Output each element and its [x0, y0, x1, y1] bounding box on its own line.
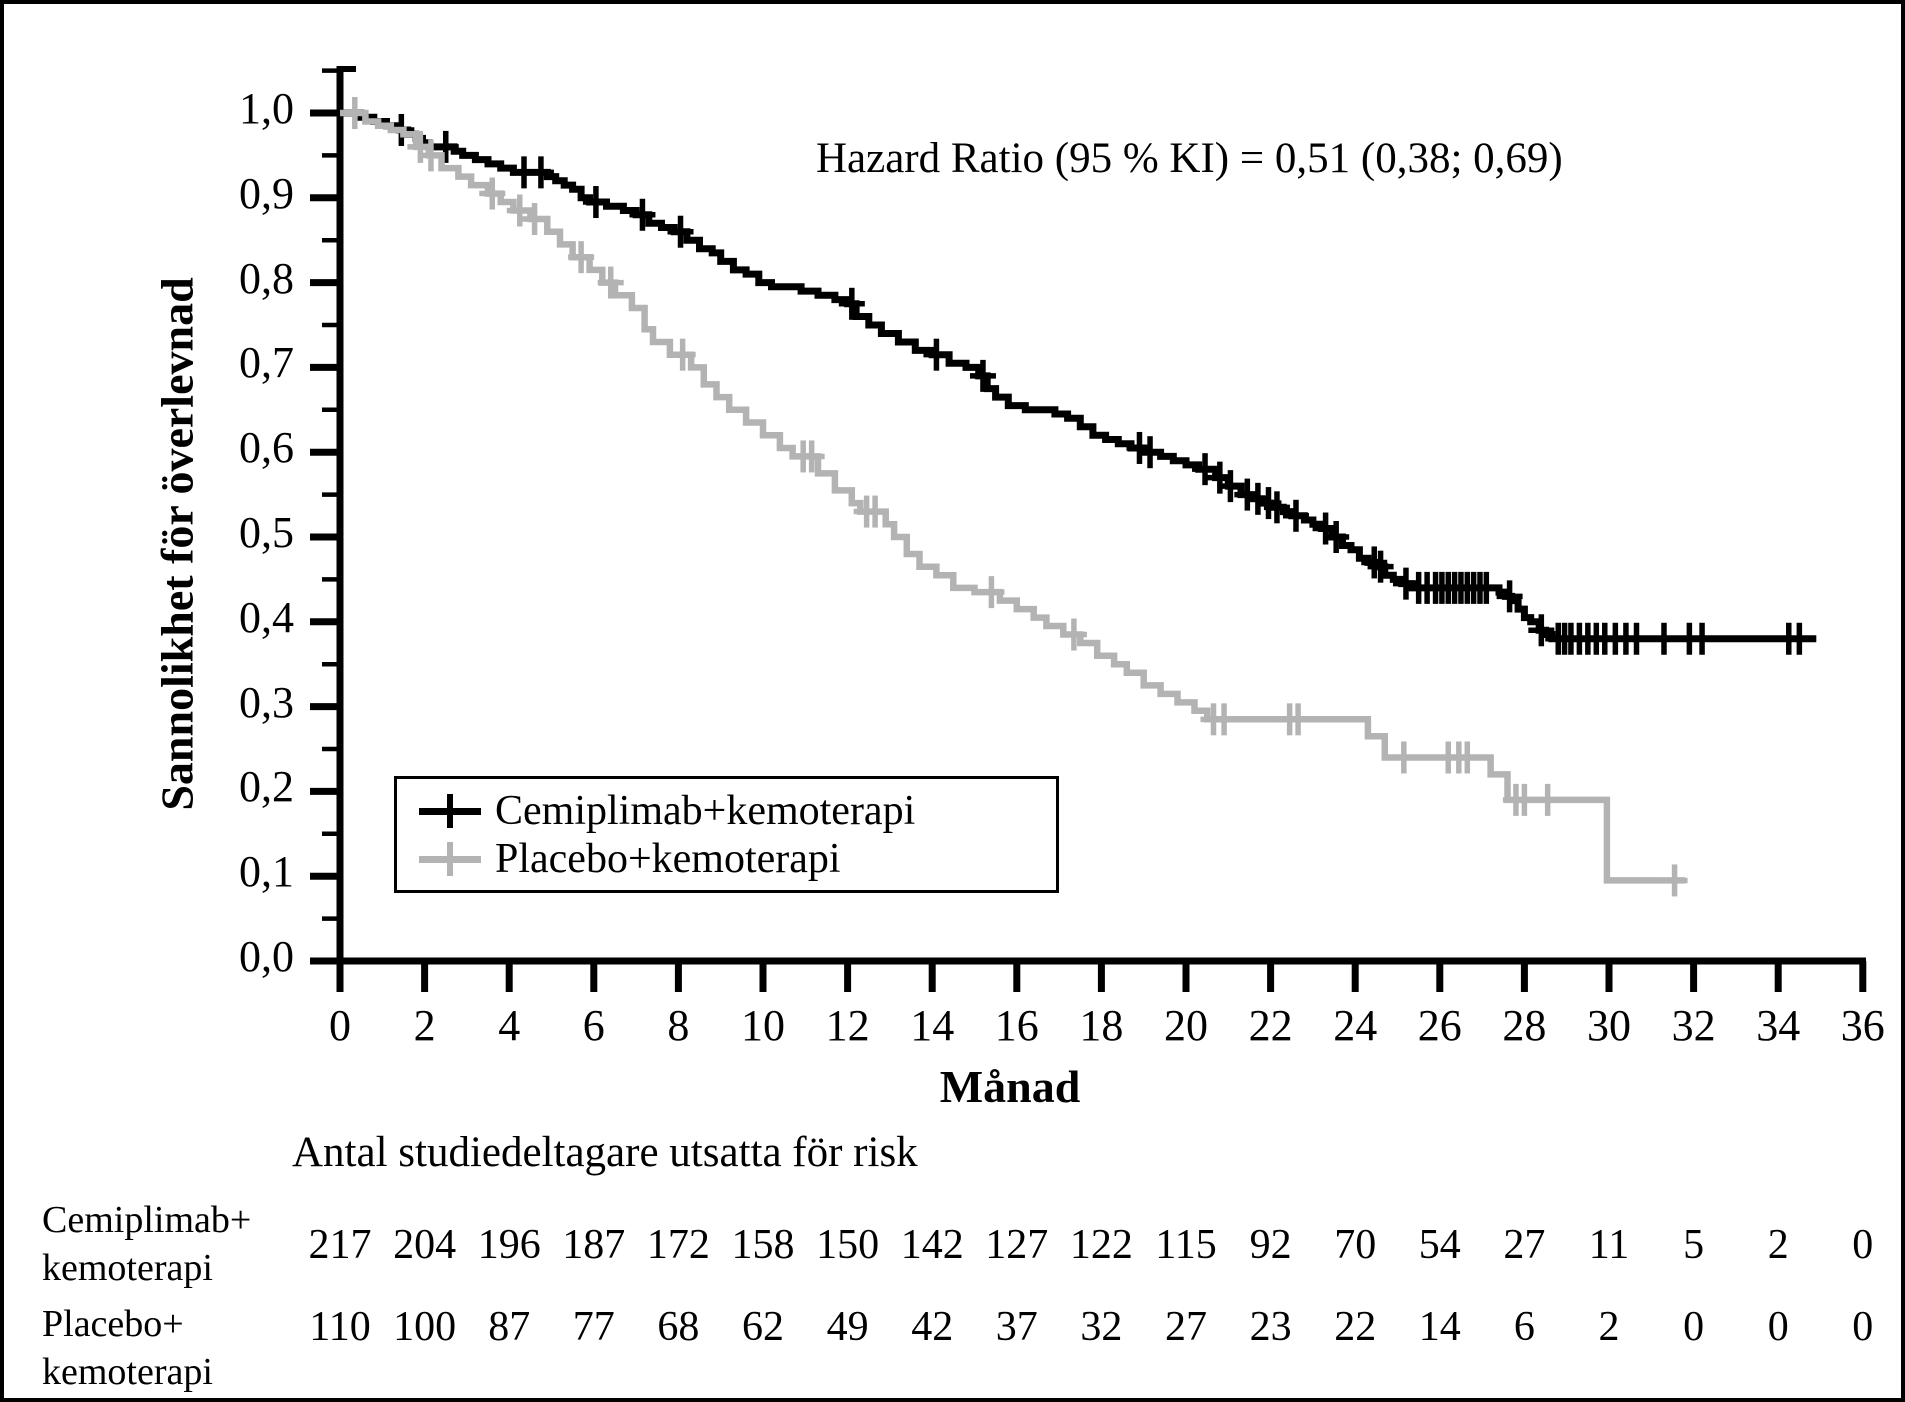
risk-count: 37 — [995, 1304, 1038, 1350]
risk-count: 196 — [477, 1222, 541, 1268]
x-axis-title: Månad — [939, 1061, 1081, 1112]
survival-curve-placebo — [340, 109, 1686, 884]
y-tick-label: 0,8 — [239, 253, 294, 303]
x-tick-label: 14 — [910, 1001, 955, 1050]
risk-count: 92 — [1249, 1222, 1292, 1268]
censored-line-marker-icon — [419, 839, 481, 879]
y-tick-label: 0,7 — [239, 338, 294, 388]
x-tick-label: 4 — [498, 1001, 521, 1050]
risk-count: 32 — [1080, 1304, 1123, 1350]
censored-line-marker-icon — [419, 791, 481, 831]
x-tick-label: 8 — [667, 1001, 690, 1050]
risk-count: 0 — [1852, 1222, 1874, 1268]
risk-table-header: Antal studiedeltagare utsatta för risk — [292, 1129, 918, 1176]
x-tick-label: 24 — [1333, 1001, 1378, 1050]
x-tick-label: 0 — [329, 1001, 351, 1050]
risk-count: 54 — [1418, 1222, 1461, 1268]
risk-count: 0 — [1683, 1304, 1705, 1350]
risk-count: 172 — [646, 1222, 710, 1268]
risk-count: 204 — [393, 1222, 457, 1268]
legend-item-cemiplimab: Cemiplimab+kemoterapi — [419, 788, 1056, 834]
risk-count: 70 — [1334, 1222, 1377, 1268]
x-tick-label: 34 — [1756, 1001, 1801, 1050]
risk-count: 0 — [1852, 1304, 1874, 1350]
survival-curve-cemiplimab — [340, 109, 1817, 643]
risk-count: 62 — [742, 1304, 784, 1350]
risk-count: 87 — [488, 1304, 531, 1350]
risk-count: 49 — [826, 1304, 869, 1350]
risk-count: 6 — [1513, 1304, 1535, 1350]
risk-count: 122 — [1069, 1222, 1133, 1268]
x-tick-label: 30 — [1587, 1001, 1631, 1050]
y-tick-label: 0,5 — [239, 508, 294, 557]
y-tick-label: 0,1 — [239, 847, 294, 897]
risk-count: 2 — [1767, 1222, 1789, 1268]
y-tick-label: 0,2 — [239, 762, 294, 812]
x-tick-label: 32 — [1671, 1001, 1716, 1050]
risk-count: 23 — [1249, 1304, 1292, 1350]
risk-count: 68 — [657, 1304, 700, 1350]
y-tick-label: 1,0 — [239, 84, 294, 133]
risk-count: 217 — [308, 1222, 372, 1268]
risk-count: 115 — [1155, 1222, 1217, 1268]
risk-count: 11 — [1588, 1222, 1630, 1268]
risk-count: 2 — [1598, 1304, 1620, 1350]
risk-row-label-line: Placebo+ — [42, 1303, 184, 1345]
risk-count: 0 — [1767, 1304, 1789, 1350]
risk-count: 14 — [1418, 1304, 1461, 1350]
legend-label-placebo: Placebo+kemoterapi — [495, 835, 841, 882]
y-tick-label: 0,9 — [239, 168, 294, 218]
y-tick-label: 0,0 — [239, 932, 294, 981]
km-plot-canvas — [310, 66, 1867, 992]
x-tick-label: 12 — [825, 1001, 870, 1050]
legend-item-placebo: Placebo+kemoterapi — [419, 836, 1056, 882]
x-tick-label: 2 — [413, 1001, 436, 1050]
hazard-ratio-annotation: Hazard Ratio (95 % KI) = 0,51 (0,38; 0,6… — [816, 135, 1563, 182]
legend: Cemiplimab+kemoterapi Placebo+kemoterapi — [394, 776, 1059, 893]
risk-row-label-cemiplimab: Cemiplimab+ kemoterapi — [42, 1196, 251, 1292]
y-tick-label: 0,4 — [239, 592, 294, 642]
y-tick-label: 0,6 — [239, 423, 294, 473]
risk-count: 142 — [900, 1222, 964, 1268]
risk-row-label-placebo: Placebo+ kemoterapi — [42, 1300, 213, 1396]
x-tick-label: 36 — [1840, 1001, 1885, 1050]
risk-count: 5 — [1683, 1222, 1705, 1268]
risk-count: 110 — [309, 1304, 371, 1350]
x-tick-label: 20 — [1164, 1001, 1208, 1050]
risk-count: 150 — [816, 1222, 880, 1268]
risk-count: 127 — [985, 1222, 1049, 1268]
risk-count: 22 — [1334, 1304, 1377, 1350]
risk-row-label-line: kemoterapi — [42, 1351, 213, 1393]
x-tick-label: 18 — [1079, 1001, 1124, 1050]
x-tick-label: 6 — [582, 1001, 605, 1050]
x-tick-label: 28 — [1502, 1001, 1547, 1050]
risk-count: 77 — [572, 1304, 615, 1350]
risk-count: 187 — [562, 1222, 626, 1268]
risk-count: 158 — [731, 1222, 795, 1268]
risk-count: 100 — [393, 1304, 457, 1350]
risk-row-label-line: Cemiplimab+ — [42, 1199, 252, 1241]
legend-label-cemiplimab: Cemiplimab+kemoterapi — [495, 787, 916, 834]
risk-count: 27 — [1503, 1222, 1546, 1268]
x-tick-label: 26 — [1417, 1001, 1462, 1050]
risk-count: 27 — [1165, 1304, 1207, 1350]
risk-count: 42 — [911, 1304, 954, 1350]
x-tick-label: 16 — [994, 1001, 1039, 1050]
x-tick-label: 10 — [741, 1001, 785, 1050]
x-tick-label: 22 — [1248, 1001, 1293, 1050]
y-tick-label: 0,3 — [239, 677, 294, 727]
risk-row-label-line: kemoterapi — [42, 1247, 213, 1289]
